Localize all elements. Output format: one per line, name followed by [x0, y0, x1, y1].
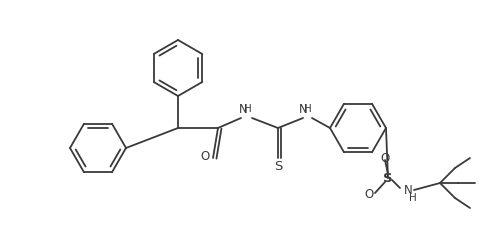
Text: H: H: [409, 193, 417, 203]
Text: H: H: [244, 104, 252, 114]
Text: N: N: [299, 103, 307, 116]
Text: H: H: [304, 104, 312, 114]
Text: O: O: [200, 149, 210, 163]
Text: N: N: [239, 103, 247, 116]
Text: S: S: [274, 160, 282, 172]
Text: N: N: [404, 184, 412, 197]
Text: S: S: [383, 171, 393, 185]
Text: O: O: [364, 188, 374, 202]
Text: O: O: [381, 151, 390, 165]
